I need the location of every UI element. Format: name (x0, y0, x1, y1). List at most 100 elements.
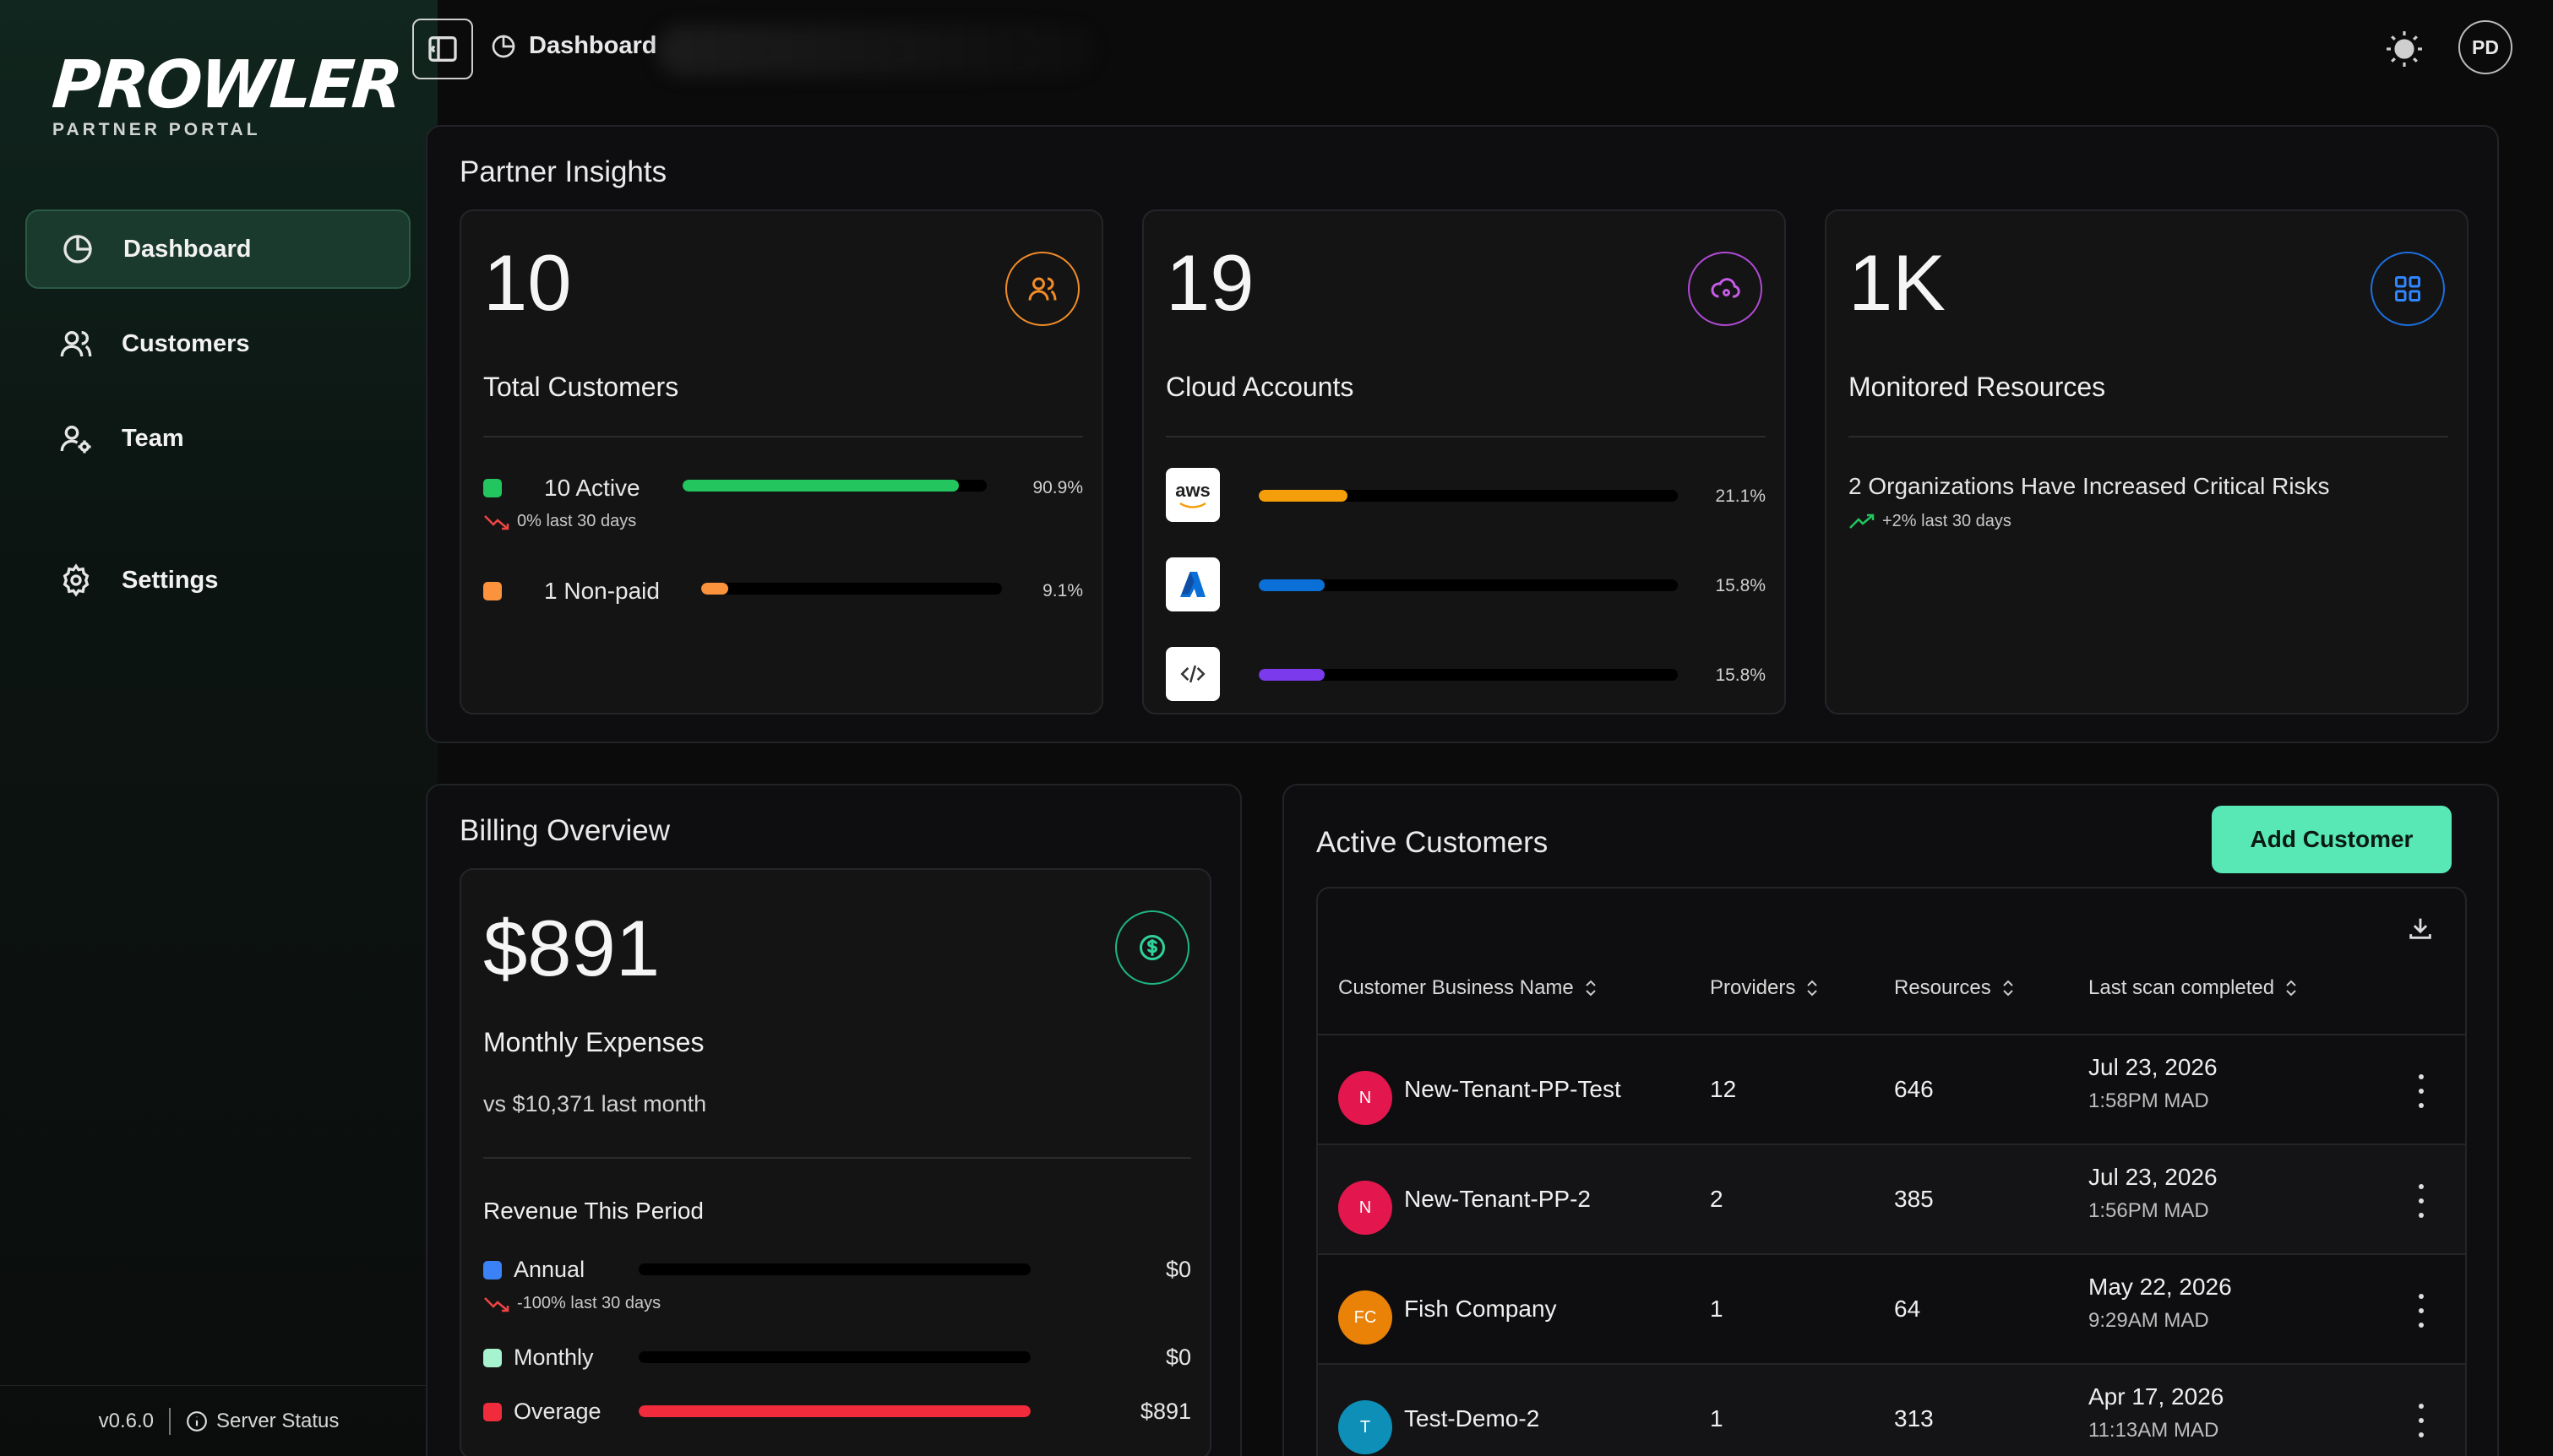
customer-name[interactable]: Test-Demo-2 (1404, 1405, 1540, 1432)
azure-bar (1259, 579, 1678, 591)
breadcrumb: Dashboard (490, 32, 656, 60)
monitored-resources-label: Monitored Resources (1848, 372, 2106, 402)
column-header-name[interactable]: Customer Business Name (1338, 976, 1599, 1000)
active-bar-fill (683, 480, 960, 492)
panel-title: Partner Insights (460, 155, 667, 188)
sidebar-item-label: Settings (122, 566, 219, 594)
total-customers-card: 10 Total Customers 10 Active 90.9% 0% la… (460, 209, 1103, 714)
column-header-label: Resources (1894, 976, 1991, 999)
blurred-region (657, 25, 1097, 76)
aws-bar-fill (1259, 490, 1347, 502)
active-customers-panel: Active Customers Add Customer Customer B… (1282, 784, 2499, 1456)
sidebar-item-dashboard[interactable]: Dashboard (25, 209, 411, 289)
annual-label: Annual (514, 1257, 585, 1282)
monthly-expenses-card: $891 Monthly Expenses vs $10,371 last mo… (460, 868, 1211, 1456)
total-customers-label: Total Customers (483, 372, 679, 402)
row-menu-icon[interactable] (2413, 1294, 2430, 1328)
code-pct: 15.8% (1715, 666, 1766, 685)
overage-bar (639, 1405, 1031, 1417)
table-row[interactable]: FC Fish Company 1 64 May 22, 2026 9:29AM… (1318, 1253, 2465, 1363)
dollar-icon (1140, 935, 1165, 960)
billing-overview-panel: Billing Overview $891 Monthly Expenses v… (426, 784, 1242, 1456)
sidebar-toggle-button[interactable] (412, 19, 473, 79)
active-pct: 90.9% (1032, 478, 1083, 497)
sidebar-item-team[interactable]: Team (25, 399, 411, 478)
server-status-link[interactable]: Server Status (215, 1409, 340, 1432)
monthly-value: $0 (1165, 1345, 1191, 1370)
monthly-row: Monthly (483, 1345, 594, 1371)
monitored-resources-card: 1K Monitored Resources 2 Organizations H… (1825, 209, 2469, 714)
topbar: Dashboard PD (412, 17, 2553, 81)
version-label: v0.6.0 (98, 1409, 154, 1432)
revenue-title: Revenue This Period (483, 1198, 704, 1224)
resources-badge (2371, 252, 2445, 326)
row-menu-icon[interactable] (2413, 1074, 2430, 1108)
divider (483, 436, 1083, 437)
overage-dot (483, 1402, 502, 1421)
customer-name[interactable]: Fish Company (1404, 1296, 1557, 1322)
customer-avatar: N (1338, 1071, 1392, 1125)
azure-bar-fill (1259, 579, 1325, 591)
providers-count: 12 (1710, 1076, 1737, 1102)
active-label: 10 Active (544, 475, 640, 501)
users-icon (1028, 277, 1057, 301)
column-header-label: Customer Business Name (1338, 976, 1574, 999)
pie-chart-icon (63, 235, 92, 263)
divider (1848, 436, 2448, 437)
resources-trend: +2% last 30 days (1848, 512, 2011, 531)
last-month-compare: vs $10,371 last month (483, 1091, 707, 1116)
cloud-gear-icon (1711, 278, 1740, 298)
nonpaid-row: 1 Non-paid (483, 578, 660, 605)
grid-icon (2395, 276, 2420, 302)
providers-count: 1 (1710, 1405, 1723, 1432)
column-header-resources[interactable]: Resources (1894, 976, 2017, 1000)
sort-icon (1807, 980, 1818, 997)
table-row[interactable]: T Test-Demo-2 1 313 Apr 17, 2026 11:13AM… (1318, 1363, 2465, 1456)
download-icon[interactable] (2406, 914, 2435, 943)
column-header-label: Last scan completed (2088, 976, 2275, 999)
row-menu-icon[interactable] (2413, 1184, 2430, 1218)
last-scan: Jul 23, 2026 1:58PM MAD (2088, 1054, 2218, 1113)
user-avatar[interactable]: PD (2458, 20, 2512, 74)
resources-count: 385 (1894, 1186, 1934, 1212)
info-icon (187, 1410, 207, 1432)
scan-date: Jul 23, 2026 (2088, 1164, 2218, 1190)
active-bar (683, 480, 987, 492)
resources-count: 646 (1894, 1076, 1934, 1102)
sidebar-footer: v0.6.0 Server Status (0, 1385, 438, 1456)
table-row[interactable]: N New-Tenant-PP-Test 12 646 Jul 23, 2026… (1318, 1034, 2465, 1144)
table-row[interactable]: N New-Tenant-PP-2 2 385 Jul 23, 2026 1:5… (1318, 1144, 2465, 1253)
last-scan: Jul 23, 2026 1:56PM MAD (2088, 1164, 2218, 1223)
billing-trend: -100% last 30 days (483, 1294, 661, 1313)
overage-bar-fill (639, 1405, 1031, 1417)
cloud-badge (1688, 252, 1762, 326)
scan-date: Apr 17, 2026 (2088, 1383, 2224, 1410)
annual-row: Annual (483, 1257, 585, 1283)
customer-name[interactable]: New-Tenant-PP-2 (1404, 1186, 1591, 1212)
row-menu-icon[interactable] (2413, 1404, 2430, 1437)
overage-value: $891 (1140, 1399, 1191, 1424)
user-gear-icon (60, 426, 91, 454)
providers-count: 2 (1710, 1186, 1723, 1212)
trend-text: last 30 days (1921, 512, 2011, 530)
trend-value: 0% (517, 512, 542, 530)
sidebar-item-customers[interactable]: Customers (25, 304, 411, 383)
pie-chart-icon (492, 35, 515, 57)
column-header-last-scan[interactable]: Last scan completed (2088, 976, 2300, 1000)
partner-insights-panel: Partner Insights 10 Total Customers 10 A… (426, 125, 2499, 743)
sun-icon[interactable] (2384, 29, 2425, 69)
sort-icon (2286, 980, 2296, 997)
annual-dot (483, 1260, 502, 1279)
sidebar-item-settings[interactable]: Settings (25, 541, 411, 620)
brand-logo[interactable]: PROWLER PARTNER PORTAL (50, 47, 403, 140)
sidebar-item-label: Customers (122, 329, 250, 357)
scan-time: 1:56PM MAD (2088, 1199, 2209, 1222)
column-header-providers[interactable]: Providers (1710, 976, 1821, 1000)
aws-logo-text: aws (1175, 480, 1211, 501)
azure-icon (1166, 557, 1220, 611)
customers-badge (1005, 252, 1080, 326)
overage-label: Overage (514, 1399, 602, 1424)
aws-smile-icon (1179, 502, 1206, 508)
add-customer-button[interactable]: Add Customer (2212, 806, 2452, 873)
customer-name[interactable]: New-Tenant-PP-Test (1404, 1076, 1621, 1102)
